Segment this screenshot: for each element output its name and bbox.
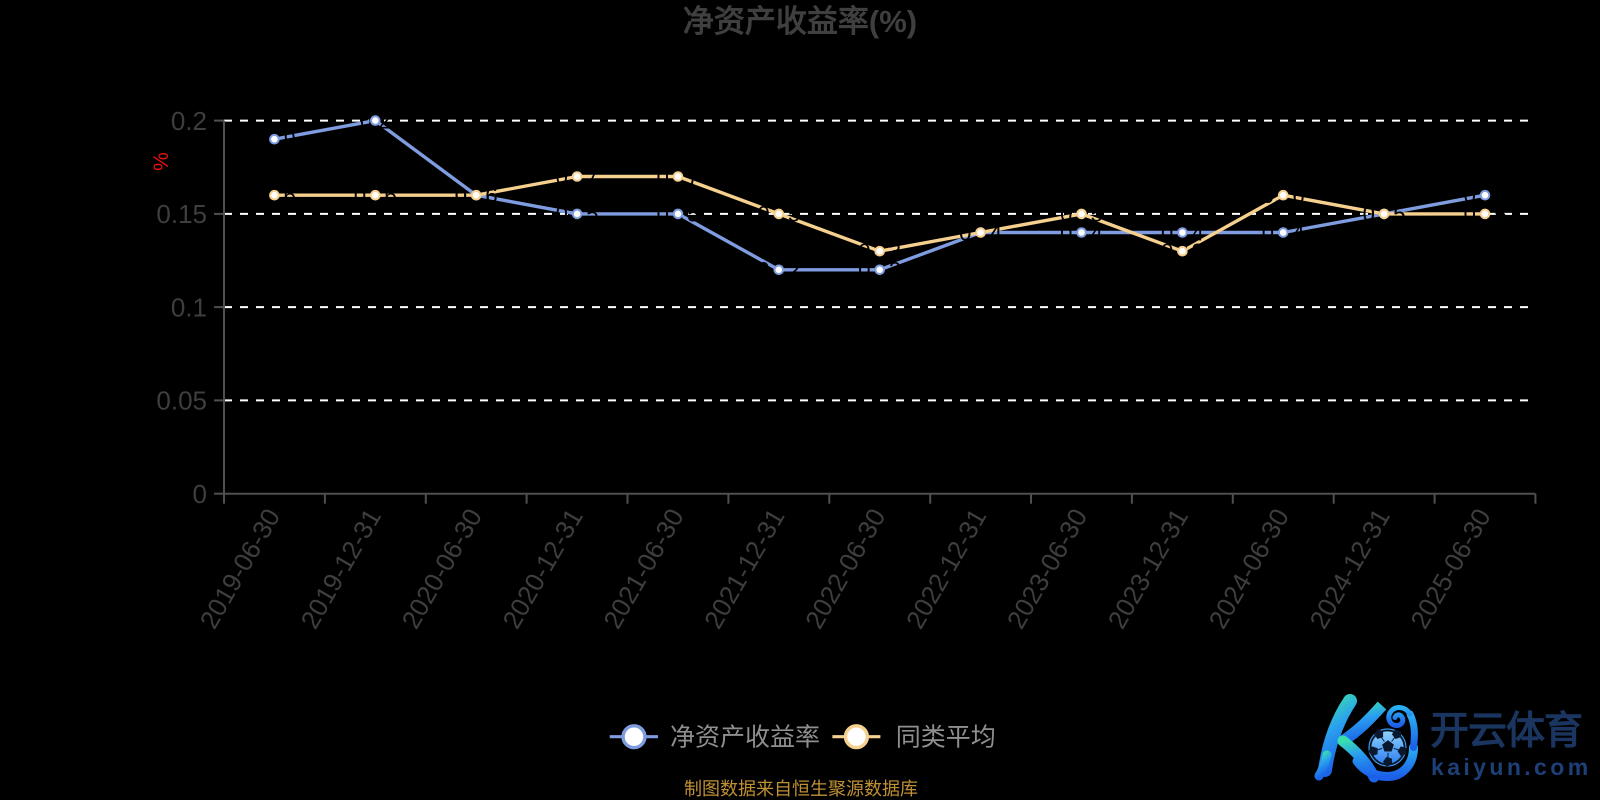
svg-text:kaiyun.com: kaiyun.com	[1431, 754, 1592, 780]
svg-text:0.1: 0.1	[171, 292, 207, 322]
svg-text:制图数据来自恒生聚源数据库: 制图数据来自恒生聚源数据库	[684, 779, 918, 799]
svg-text:开云体育: 开云体育	[1430, 710, 1582, 753]
svg-text:净资产收益率(%): 净资产收益率(%)	[683, 4, 917, 39]
svg-text:净资产收益率: 净资产收益率	[670, 724, 820, 752]
svg-text:0.15: 0.15	[156, 199, 207, 229]
svg-text:0: 0	[193, 479, 207, 509]
svg-text:0.2: 0.2	[171, 106, 207, 136]
svg-text:%: %	[150, 152, 173, 171]
svg-text:同类平均: 同类平均	[896, 724, 996, 752]
svg-text:0.05: 0.05	[156, 386, 207, 416]
